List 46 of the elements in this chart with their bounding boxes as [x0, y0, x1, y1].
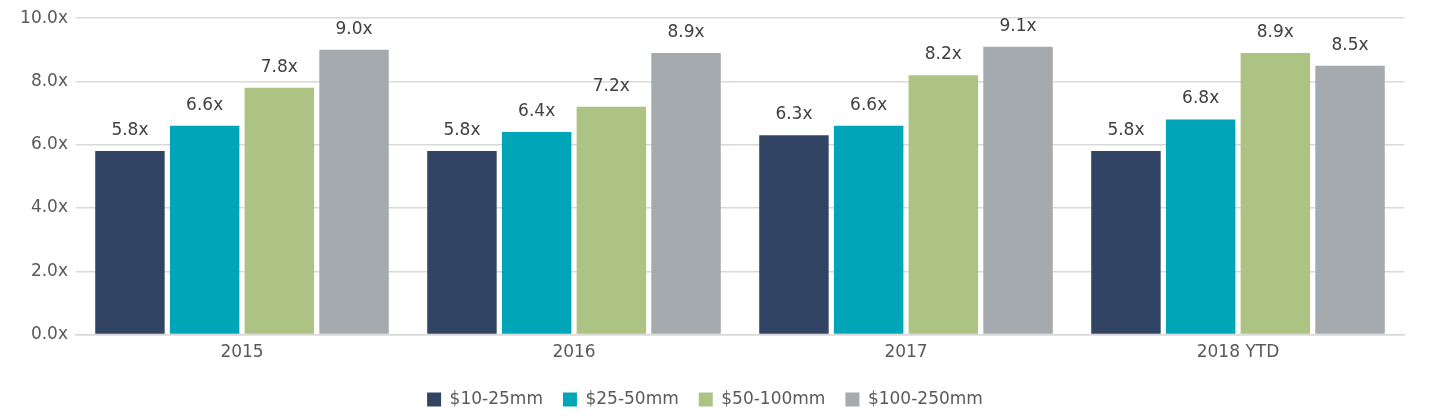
- x-tick-label: 2015: [220, 341, 264, 362]
- data-label: 9.1x: [999, 14, 1037, 35]
- legend-label: $100-250mm: [867, 387, 983, 408]
- bar: [1165, 119, 1236, 334]
- data-label: 7.8x: [260, 55, 298, 76]
- legend-label: $25-50mm: [585, 387, 679, 408]
- bar: [95, 151, 165, 334]
- data-label: 8.9x: [1256, 20, 1294, 41]
- data-label: 6.8x: [1182, 87, 1220, 108]
- bar: [833, 125, 904, 334]
- bar: [319, 49, 389, 334]
- bar: [576, 106, 647, 334]
- data-label: 6.6x: [850, 93, 888, 114]
- data-label: 9.0x: [335, 17, 373, 38]
- legend-label: $10-25mm: [449, 387, 543, 408]
- y-tick-label: 10.0x: [20, 6, 68, 27]
- data-label: 7.2x: [592, 74, 630, 95]
- bar: [427, 151, 497, 334]
- bar: [651, 53, 721, 334]
- data-label: 8.9x: [667, 20, 705, 41]
- bar: [244, 87, 315, 334]
- legend-label: $50-100mm: [721, 387, 826, 408]
- bar: [169, 125, 240, 334]
- data-label: 6.4x: [518, 100, 556, 121]
- data-label: 5.8x: [443, 119, 481, 140]
- bar: [1240, 53, 1311, 334]
- bar: [983, 46, 1053, 334]
- data-label: 6.3x: [775, 103, 813, 124]
- x-tick-label: 2016: [552, 341, 596, 362]
- x-tick-label: 2018 YTD: [1196, 341, 1280, 362]
- bar: [1091, 151, 1161, 334]
- data-label: 5.8x: [111, 119, 149, 140]
- y-tick-label: 2.0x: [30, 259, 68, 280]
- bar: [759, 135, 829, 334]
- y-tick-label: 8.0x: [30, 69, 68, 90]
- x-tick-label: 2017: [884, 341, 928, 362]
- bar: [1315, 65, 1385, 334]
- y-tick-label: 4.0x: [30, 196, 68, 217]
- data-label: 6.6x: [186, 93, 224, 114]
- y-tick-label: 6.0x: [30, 133, 68, 154]
- bar: [501, 132, 572, 334]
- y-tick-label: 0.0x: [30, 323, 68, 344]
- bar: [908, 75, 979, 334]
- data-label: 5.8x: [1107, 119, 1145, 140]
- data-label: 8.5x: [1331, 33, 1369, 54]
- data-label: 8.2x: [924, 43, 962, 64]
